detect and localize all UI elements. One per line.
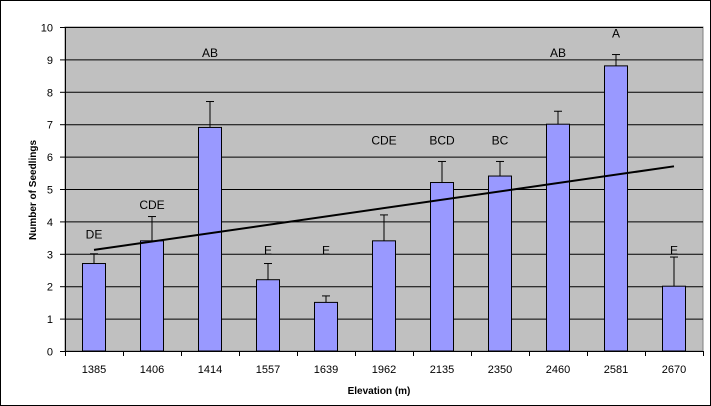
bar-series	[82, 54, 686, 352]
bar-2581	[604, 65, 628, 352]
bar-2460	[546, 123, 570, 352]
significance-letter-1962: CDE	[371, 133, 396, 147]
x-tick-label-1557: 1557	[256, 364, 280, 376]
y-tick-label-4: 4	[47, 217, 53, 229]
significance-letter-2581: A	[612, 26, 620, 40]
significance-letter-2670: E	[670, 244, 678, 258]
significance-letters: DE CDE AB E E CDE BCD BC AB A E	[86, 26, 678, 257]
trendline	[93, 165, 675, 251]
bar-1385	[82, 263, 106, 352]
x-tick-label-2670: 2670	[662, 364, 686, 376]
significance-letter-1406: CDE	[139, 198, 164, 212]
significance-letter-2350: BC	[492, 133, 509, 147]
significance-letter-1414: AB	[202, 46, 218, 60]
x-axis-title: Elevation (m)	[348, 386, 411, 397]
y-tick-label-3: 3	[47, 249, 53, 261]
bar-2670	[662, 285, 686, 352]
bar-1406	[140, 240, 164, 352]
bar-2135	[430, 182, 454, 352]
y-tick-label-1: 1	[47, 314, 53, 326]
bar-1557	[256, 279, 280, 352]
significance-letter-1385: DE	[86, 227, 103, 241]
x-tick-label-1406: 1406	[140, 364, 164, 376]
significance-letter-1639: E	[322, 244, 330, 258]
x-tick-label-1414: 1414	[198, 364, 222, 376]
significance-letter-1557: E	[264, 244, 272, 258]
x-tick-label-2350: 2350	[488, 364, 512, 376]
bar-1962	[372, 240, 396, 352]
x-tick-label-1385: 1385	[82, 364, 106, 376]
x-tick-label-2581: 2581	[604, 364, 628, 376]
y-tick-label-5: 5	[47, 185, 53, 197]
bar-1639	[314, 301, 338, 352]
significance-letter-2135: BCD	[429, 133, 455, 147]
y-tick-label-2: 2	[47, 282, 53, 294]
y-tick-label-10: 10	[41, 23, 53, 35]
y-tick-label-6: 6	[47, 152, 53, 164]
x-tick-label-1962: 1962	[372, 364, 396, 376]
y-tick-label-7: 7	[47, 120, 53, 132]
x-tick-label-2135: 2135	[430, 364, 454, 376]
y-tick-label-8: 8	[47, 87, 53, 99]
bar-2350	[488, 175, 512, 352]
x-tick-label-2460: 2460	[546, 364, 570, 376]
x-tick-label-1639: 1639	[314, 364, 338, 376]
bar-1414	[198, 126, 222, 352]
y-tick-label-9: 9	[47, 55, 53, 67]
y-axis-title: Number of Seedlings	[28, 140, 39, 240]
significance-letter-2460: AB	[550, 46, 566, 60]
y-tick-label-0: 0	[47, 347, 53, 359]
